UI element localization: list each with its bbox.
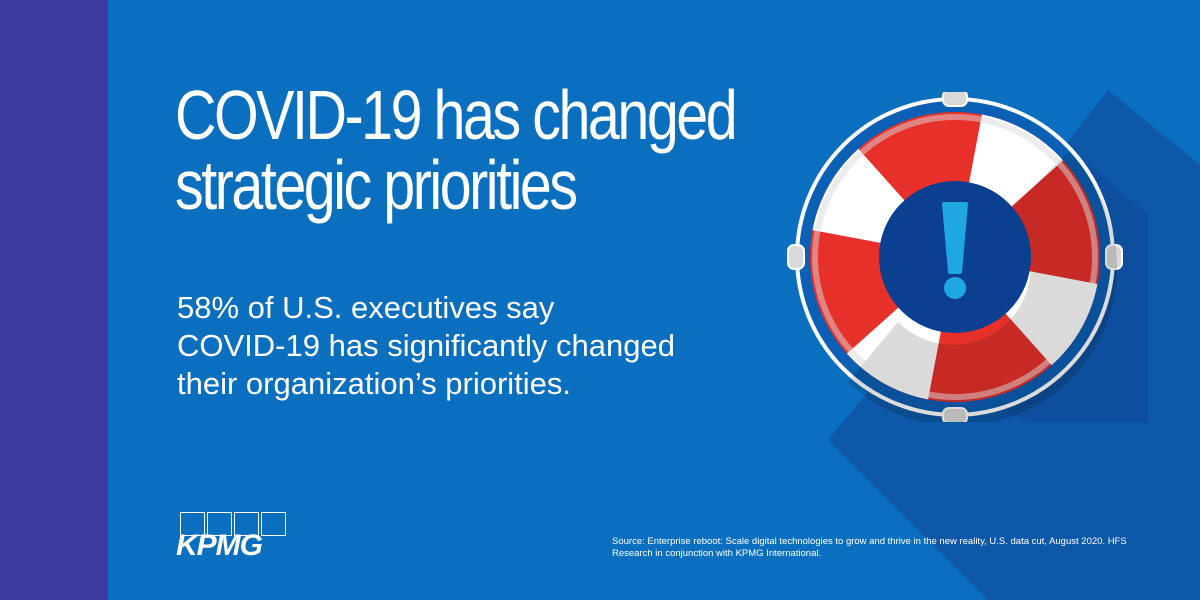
logo-boxes bbox=[180, 512, 286, 536]
left-side-band bbox=[0, 0, 108, 600]
headline-line-2: strategic priorities bbox=[175, 146, 578, 224]
ring-outer-rim bbox=[812, 114, 1098, 400]
statistic-line-2: COVID-19 has significantly changed bbox=[177, 328, 675, 363]
statistic-line-3: their organization’s priorities. bbox=[177, 366, 572, 401]
kpmg-logo: KPMG bbox=[176, 512, 296, 562]
lifebuoy-icon bbox=[787, 92, 1148, 422]
ring-shading bbox=[848, 152, 1118, 422]
headline: COVID-19 has changed strategic prioritie… bbox=[175, 76, 738, 224]
logo-text: KPMG bbox=[176, 529, 263, 562]
exclamation-icon bbox=[942, 202, 968, 299]
statistic-line-1: 58% of U.S. executives say bbox=[177, 290, 555, 325]
rope-tab-bottom bbox=[942, 407, 968, 422]
headline-line-1: COVID-19 has changed bbox=[175, 76, 738, 154]
source-citation: Source: Enterprise reboot: Scale digital… bbox=[612, 536, 1127, 559]
statistic-text: 58% of U.S. executives say COVID-19 has … bbox=[177, 289, 797, 403]
rope-tab-right bbox=[1105, 244, 1123, 270]
rope-tab-top bbox=[942, 92, 968, 107]
rope-tab-left bbox=[787, 244, 805, 270]
